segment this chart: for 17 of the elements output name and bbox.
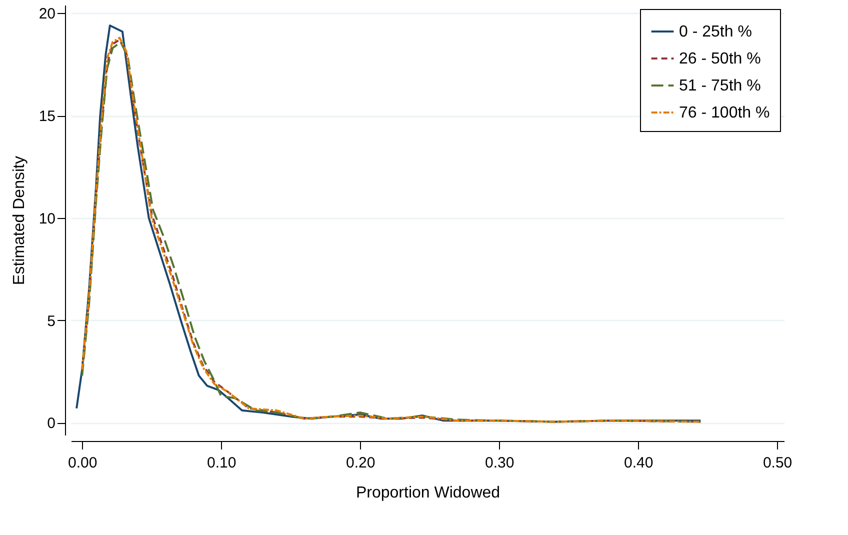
y-axis-title: Estimated Density bbox=[10, 156, 28, 285]
legend-label: 76 - 100th % bbox=[679, 104, 770, 122]
x-tick-label: 0.30 bbox=[484, 454, 514, 472]
y-tick-label: 10 bbox=[38, 210, 56, 228]
x-tick-label: 0.00 bbox=[68, 454, 98, 472]
legend-label: 26 - 50th % bbox=[679, 50, 761, 68]
x-tick-label: 0.10 bbox=[207, 454, 236, 472]
x-axis-title: Proportion Widowed bbox=[356, 484, 500, 502]
y-tick-label: 0 bbox=[47, 415, 56, 432]
x-tick-label: 0.40 bbox=[624, 454, 654, 472]
x-tick-label: 0.20 bbox=[346, 454, 376, 472]
legend-label: 51 - 75th % bbox=[679, 78, 761, 94]
legend-label: 0 - 25th % bbox=[679, 24, 752, 40]
y-tick-label: 20 bbox=[38, 6, 56, 23]
y-tick-label: 5 bbox=[47, 312, 56, 330]
y-tick-label: 15 bbox=[38, 108, 56, 126]
x-tick-label: 0.50 bbox=[762, 454, 792, 472]
